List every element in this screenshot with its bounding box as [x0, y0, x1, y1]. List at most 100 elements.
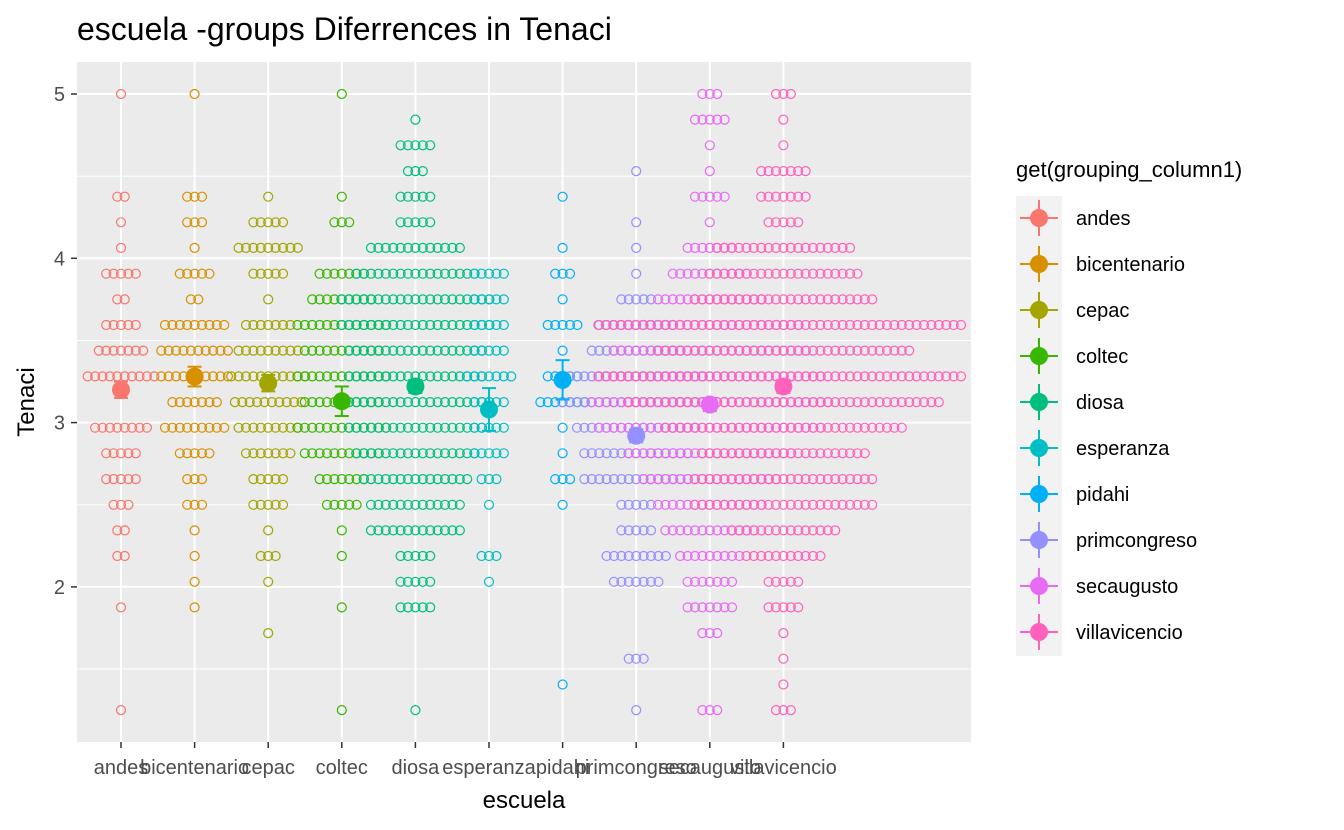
- data-point: [712, 525, 723, 536]
- data-point: [807, 397, 819, 408]
- data-point: [852, 294, 863, 305]
- data-point: [248, 345, 259, 356]
- data-point: [215, 371, 226, 382]
- data-point: [255, 499, 266, 510]
- data-point: [365, 268, 377, 279]
- data-point: [793, 422, 804, 433]
- data-point: [329, 474, 340, 485]
- data-point: [373, 242, 384, 253]
- data-point: [704, 550, 715, 562]
- data-point: [557, 422, 568, 433]
- data-point: [351, 345, 362, 356]
- data-point: [388, 294, 399, 305]
- data-point: [793, 525, 804, 536]
- data-point: [756, 448, 767, 459]
- data-point: [432, 319, 443, 331]
- data-point: [365, 294, 377, 305]
- data-point: [462, 397, 473, 408]
- data-point: [601, 448, 612, 459]
- data-point: [859, 422, 870, 433]
- data-point: [800, 525, 811, 536]
- data-point: [101, 268, 112, 279]
- data-point: [270, 422, 281, 433]
- data-point: [689, 242, 701, 253]
- data-point: [689, 474, 700, 485]
- data-point: [263, 474, 274, 485]
- data-point: [483, 499, 495, 510]
- data-point: [380, 268, 391, 279]
- data-point: [167, 319, 178, 331]
- data-point: [800, 268, 811, 279]
- data-point: [101, 345, 112, 356]
- data-point: [778, 499, 789, 510]
- data-point: [844, 499, 856, 510]
- data-point: [557, 448, 568, 459]
- data-point: [447, 525, 458, 536]
- data-point: [233, 371, 244, 382]
- data-point: [425, 602, 436, 613]
- data-point: [778, 242, 789, 253]
- data-point: [955, 371, 967, 382]
- data-point: [410, 217, 421, 228]
- data-point: [270, 499, 281, 510]
- data-point: [417, 319, 428, 331]
- data-point: [586, 422, 597, 433]
- x-tick-label: bicentenario: [140, 757, 249, 779]
- data-point: [402, 397, 414, 408]
- data-point: [108, 345, 119, 356]
- data-point: [447, 474, 458, 485]
- data-point: [373, 371, 384, 382]
- data-point: [696, 448, 708, 459]
- data-point: [557, 499, 568, 510]
- data-point: [237, 397, 248, 408]
- data-point: [815, 319, 826, 331]
- data-point: [689, 397, 700, 408]
- data-point: [469, 422, 480, 433]
- data-point: [572, 319, 583, 331]
- data-point: [163, 345, 174, 356]
- data-point: [240, 422, 252, 433]
- data-point: [807, 499, 819, 510]
- data-point: [608, 422, 619, 433]
- data-point: [185, 345, 196, 356]
- data-point: [631, 242, 642, 253]
- data-point: [299, 397, 310, 408]
- data-point: [462, 319, 473, 331]
- data-point: [469, 371, 480, 382]
- data-point: [277, 422, 289, 433]
- data-point: [748, 345, 759, 356]
- data-point: [616, 576, 627, 587]
- legend-label: villavicencio: [1076, 622, 1183, 644]
- x-tick-label: coltec: [316, 757, 368, 779]
- data-point: [756, 294, 767, 305]
- data-point: [926, 397, 937, 408]
- data-point: [285, 242, 296, 253]
- data-point: [115, 448, 127, 459]
- data-point: [844, 371, 856, 382]
- data-point: [112, 422, 123, 433]
- data-point: [741, 499, 752, 510]
- data-point: [115, 499, 127, 510]
- data-point: [410, 114, 421, 125]
- mean-point: [406, 377, 425, 396]
- data-point: [704, 371, 715, 382]
- data-point: [425, 242, 436, 253]
- data-point: [211, 397, 222, 408]
- data-point: [336, 704, 347, 716]
- data-point: [358, 345, 369, 356]
- data-point: [652, 499, 664, 510]
- data-point: [697, 550, 708, 562]
- data-point: [667, 268, 678, 279]
- data-point: [476, 294, 487, 305]
- data-point: [696, 422, 708, 433]
- data-point: [631, 474, 642, 485]
- data-point: [793, 217, 804, 228]
- data-point: [196, 448, 208, 459]
- data-point: [852, 371, 863, 382]
- mean-point: [774, 377, 793, 396]
- data-point: [770, 602, 782, 613]
- data-point: [770, 525, 782, 536]
- data-point: [763, 319, 774, 331]
- data-point: [189, 422, 200, 433]
- data-point: [182, 397, 193, 408]
